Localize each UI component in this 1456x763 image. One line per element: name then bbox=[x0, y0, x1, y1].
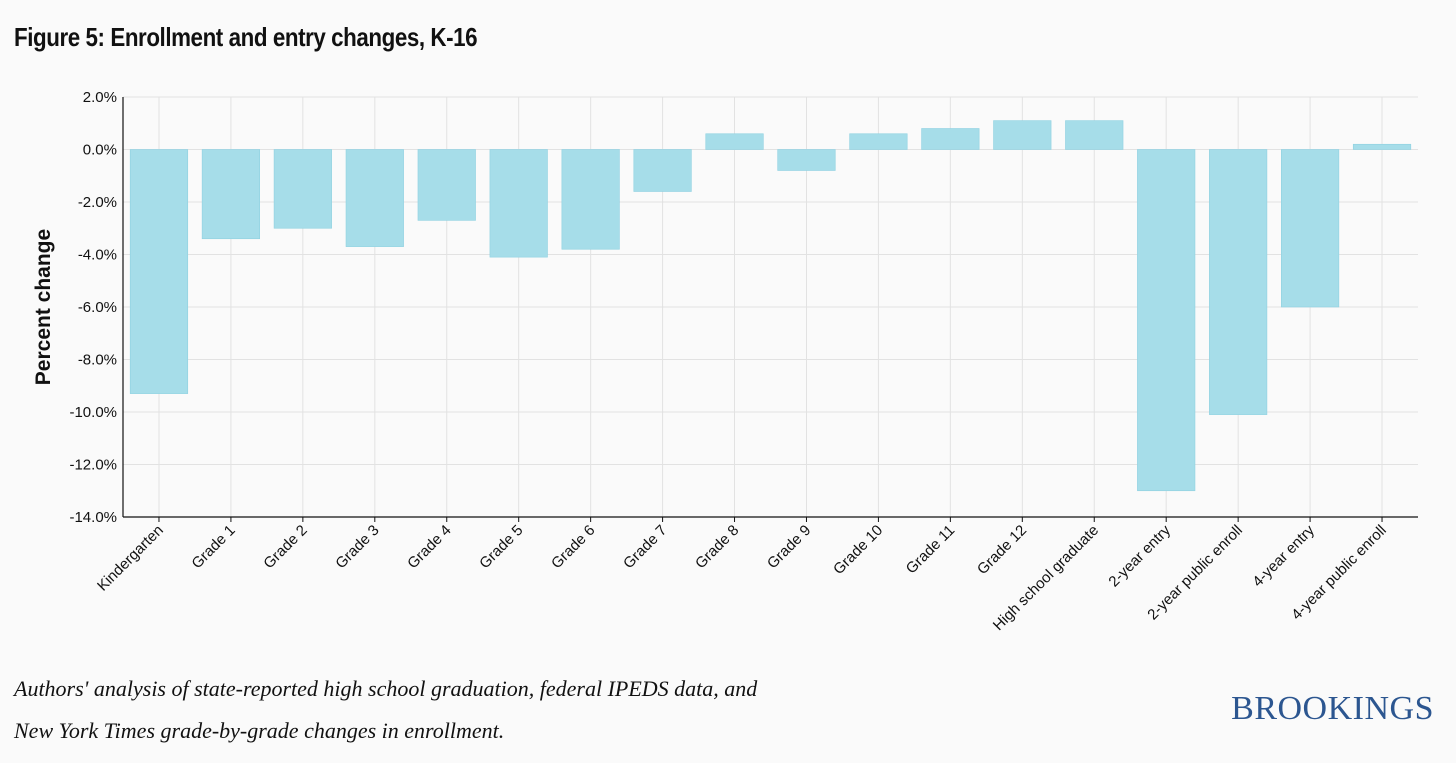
y-tick-label: -14.0% bbox=[69, 509, 117, 526]
bar bbox=[345, 149, 404, 247]
bar bbox=[561, 149, 620, 250]
x-tick-labels: Kindergarten Grade 1 Grade 2 Grade 3 Grade 4… bbox=[94, 521, 1390, 634]
axes bbox=[122, 97, 1418, 522]
y-tick-label: -12.0% bbox=[69, 457, 117, 474]
y-axis-label: Percent change bbox=[32, 229, 55, 385]
bar bbox=[417, 149, 476, 221]
bar bbox=[1065, 120, 1124, 150]
x-tick-label: Grade 4 bbox=[404, 522, 454, 572]
y-tick-label: -2.0% bbox=[78, 194, 117, 211]
x-tick-label: 2-year entry bbox=[1105, 521, 1174, 590]
bar bbox=[129, 149, 189, 394]
y-tick-label: 2.0% bbox=[83, 89, 117, 106]
figure-title: Figure 5: Enrollment and entry changes, … bbox=[14, 22, 478, 52]
x-tick-label: Grade 2 bbox=[260, 522, 310, 572]
bar bbox=[633, 149, 692, 192]
y-tick-labels: 2.0% 0.0% -2.0% -4.0% -6.0% -8.0% -10.0% -12.0%… bbox=[69, 89, 117, 526]
brookings-logo: BROOKINGS bbox=[1231, 690, 1434, 727]
bar bbox=[201, 149, 260, 240]
bars bbox=[129, 120, 1412, 492]
y-tick-label: -4.0% bbox=[78, 247, 117, 264]
x-tick-label: Grade 5 bbox=[476, 522, 526, 572]
x-tick-label: Grade 11 bbox=[903, 522, 958, 577]
bar bbox=[705, 133, 764, 150]
x-tick-label: 4-year entry bbox=[1249, 521, 1318, 590]
bar-chart: 2.0% 0.0% -2.0% -4.0% -6.0% -8.0% -10.0% -12.0%… bbox=[32, 89, 1418, 634]
bar bbox=[1281, 149, 1340, 308]
source-note-line-2: New York Times grade-by-grade changes in… bbox=[14, 718, 505, 743]
x-tick-label: Kindergarten bbox=[94, 522, 167, 595]
bar bbox=[1209, 149, 1268, 415]
x-tick-label: Grade 6 bbox=[548, 522, 598, 572]
bar bbox=[1352, 143, 1412, 150]
x-tick-label: Grade 10 bbox=[830, 522, 886, 578]
x-tick-label: Grade 7 bbox=[620, 522, 670, 572]
y-tick-label: -6.0% bbox=[78, 299, 117, 316]
bar bbox=[849, 133, 908, 150]
bar bbox=[273, 149, 332, 229]
x-tick-label: Grade 8 bbox=[692, 522, 742, 572]
x-tick-label: Grade 9 bbox=[764, 522, 814, 572]
x-tick-label: Grade 3 bbox=[332, 522, 382, 572]
bar bbox=[921, 128, 980, 150]
bar bbox=[993, 120, 1052, 150]
bar bbox=[777, 149, 836, 171]
y-tick-label: 0.0% bbox=[83, 142, 117, 159]
y-tick-label: -10.0% bbox=[69, 404, 117, 421]
bar bbox=[489, 149, 548, 258]
y-tick-label: -8.0% bbox=[78, 352, 117, 369]
source-note-line-1: Authors' analysis of state-reported high… bbox=[14, 676, 758, 701]
bar bbox=[1137, 149, 1196, 492]
x-tick-label: Grade 1 bbox=[188, 522, 238, 572]
x-tick-label: Grade 12 bbox=[974, 522, 1030, 578]
